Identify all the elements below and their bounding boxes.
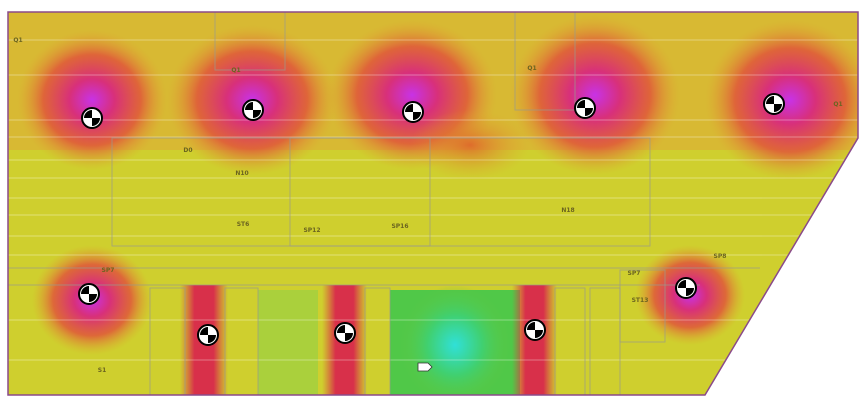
ap-quadrant [678, 280, 686, 288]
ap-quadrant [81, 286, 89, 294]
room-label: Q1 [527, 65, 536, 72]
access-point [402, 101, 424, 123]
ap-quadrant [337, 325, 345, 333]
access-point [334, 322, 356, 344]
ap-quadrant [766, 96, 774, 104]
access-point [81, 107, 103, 129]
access-point [763, 93, 785, 115]
room-label: S1 [98, 367, 107, 374]
room-label: N18 [561, 207, 574, 214]
room-label: N10 [235, 170, 248, 177]
room-labels: Q1 Q1 Q1 Q1 D0 N10 ST6 SP12 SP16 N18 SP7… [13, 37, 842, 374]
room-label: Q1 [231, 67, 240, 74]
room-label: SP8 [714, 253, 727, 260]
ap-quadrant [345, 333, 353, 341]
access-point [574, 97, 596, 119]
ap-quadrant [208, 335, 216, 343]
ap-quadrant [405, 104, 413, 112]
room-label: SP16 [391, 223, 408, 230]
room-label: SP7 [628, 270, 641, 277]
marker [417, 362, 433, 372]
floor-outline [7, 11, 859, 396]
ap-quadrant [200, 327, 208, 335]
access-point [524, 319, 546, 341]
ap-quadrant [774, 104, 782, 112]
access-point [78, 283, 100, 305]
ap-quadrant [253, 110, 261, 118]
room-label: SP12 [303, 227, 320, 234]
ap-quadrant [585, 108, 593, 116]
access-point [197, 324, 219, 346]
ap-quadrant [535, 330, 543, 338]
ap-quadrant [577, 100, 585, 108]
room-label: Q1 [13, 37, 22, 44]
ap-quadrant [84, 110, 92, 118]
room-label: SP7 [102, 267, 115, 274]
room-label: ST6 [237, 221, 250, 228]
ap-quadrant [527, 322, 535, 330]
ap-quadrant [686, 288, 694, 296]
access-points [78, 93, 785, 346]
ap-quadrant [89, 294, 97, 302]
access-point [242, 99, 264, 121]
ap-quadrant [413, 112, 421, 120]
access-point [675, 277, 697, 299]
room-label: Q1 [833, 101, 842, 108]
room-label: ST13 [632, 297, 649, 304]
walls [8, 12, 760, 395]
ap-quadrant [245, 102, 253, 110]
ap-quadrant [92, 118, 100, 126]
room-label: D0 [183, 147, 192, 154]
